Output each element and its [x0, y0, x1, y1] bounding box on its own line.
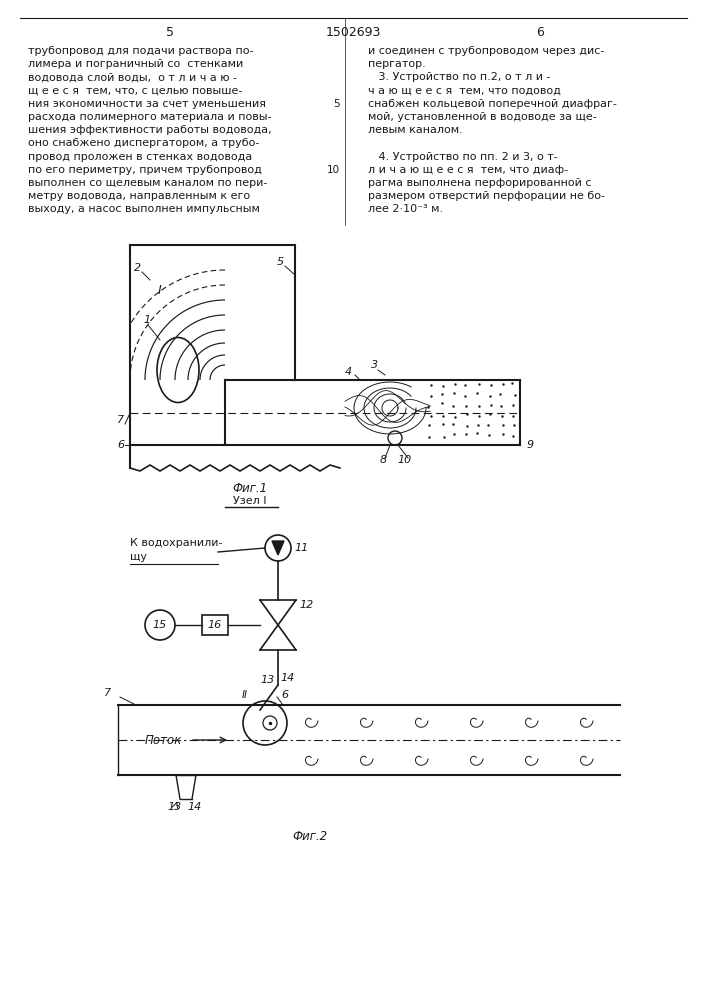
Text: 1: 1	[144, 315, 151, 325]
Text: 5: 5	[276, 257, 284, 267]
Text: Фиг.2: Фиг.2	[293, 830, 327, 843]
Text: щ е е с я  тем, что, с целью повыше-: щ е е с я тем, что, с целью повыше-	[28, 86, 243, 96]
Text: 5: 5	[166, 26, 174, 39]
Text: ч а ю щ е е с я  тем, что подовод: ч а ю щ е е с я тем, что подовод	[368, 86, 561, 96]
Text: левым каналом.: левым каналом.	[368, 125, 463, 135]
Text: л и ч а ю щ е е с я  тем, что диаф-: л и ч а ю щ е е с я тем, что диаф-	[368, 165, 568, 175]
Text: 14: 14	[188, 802, 202, 812]
Text: рагма выполнена перфорированной с: рагма выполнена перфорированной с	[368, 178, 592, 188]
Text: 10: 10	[398, 455, 412, 465]
Text: 9: 9	[527, 440, 534, 450]
Text: метру водовода, направленным к его: метру водовода, направленным к его	[28, 191, 250, 201]
Text: водовода слой воды,  о т л и ч а ю -: водовода слой воды, о т л и ч а ю -	[28, 72, 237, 82]
Text: выходу, а насос выполнен импульсным: выходу, а насос выполнен импульсным	[28, 204, 260, 214]
Text: шения эффективности работы водовода,: шения эффективности работы водовода,	[28, 125, 271, 135]
Text: 5: 5	[334, 99, 340, 109]
Text: расхода полимерного материала и повы-: расхода полимерного материала и повы-	[28, 112, 271, 122]
Text: 6: 6	[117, 440, 124, 450]
Text: щу: щу	[130, 552, 147, 562]
Text: размером отверстий перфорации не бо-: размером отверстий перфорации не бо-	[368, 191, 605, 201]
Text: 14: 14	[281, 673, 295, 683]
Text: Узел I: Узел I	[233, 496, 267, 506]
Text: 6: 6	[536, 26, 544, 39]
Text: трубопровод для подачи раствора по-: трубопровод для подачи раствора по-	[28, 46, 254, 56]
Text: 11: 11	[294, 543, 308, 553]
Text: оно снабжено диспергатором, а трубо-: оно снабжено диспергатором, а трубо-	[28, 138, 259, 148]
Text: 4. Устройство по пп. 2 и 3, о т-: 4. Устройство по пп. 2 и 3, о т-	[368, 152, 558, 162]
Text: 13: 13	[168, 802, 182, 812]
Bar	[202, 615, 228, 635]
Text: 3. Устройство по п.2, о т л и -: 3. Устройство по п.2, о т л и -	[368, 72, 551, 82]
Text: снабжен кольцевой поперечной диафраг-: снабжен кольцевой поперечной диафраг-	[368, 99, 617, 109]
Text: II: II	[242, 690, 248, 700]
Text: 2: 2	[134, 263, 141, 273]
Text: Фиг.1: Фиг.1	[233, 482, 267, 495]
Text: 7: 7	[117, 415, 124, 425]
Text: лимера и пограничный со  стенками: лимера и пограничный со стенками	[28, 59, 243, 69]
Text: 12: 12	[299, 600, 313, 610]
Text: мой, установленной в водоводе за ще-: мой, установленной в водоводе за ще-	[368, 112, 597, 122]
Text: I: I	[158, 284, 162, 296]
Text: ния экономичности за счет уменьшения: ния экономичности за счет уменьшения	[28, 99, 266, 109]
Text: 6: 6	[281, 690, 288, 700]
Text: и соединен с трубопроводом через дис-: и соединен с трубопроводом через дис-	[368, 46, 604, 56]
Text: К водохранили-: К водохранили-	[130, 538, 223, 548]
Text: Поток: Поток	[145, 734, 182, 747]
Text: 7: 7	[105, 688, 112, 698]
Text: выполнен со щелевым каналом по пери-: выполнен со щелевым каналом по пери-	[28, 178, 267, 188]
Polygon shape	[272, 541, 284, 555]
Text: 4: 4	[344, 367, 351, 377]
Text: 10: 10	[327, 165, 340, 175]
Text: провод проложен в стенках водовода: провод проложен в стенках водовода	[28, 152, 252, 162]
Text: лее 2·10⁻³ м.: лее 2·10⁻³ м.	[368, 204, 443, 214]
Text: 3: 3	[371, 360, 378, 370]
Text: 8: 8	[380, 455, 387, 465]
Text: 15: 15	[153, 620, 167, 630]
Text: пергатор.: пергатор.	[368, 59, 426, 69]
Text: 1502693: 1502693	[325, 26, 380, 39]
Text: 13: 13	[261, 675, 275, 685]
Text: по его периметру, причем трубопровод: по его периметру, причем трубопровод	[28, 165, 262, 175]
Text: 16: 16	[208, 620, 222, 630]
